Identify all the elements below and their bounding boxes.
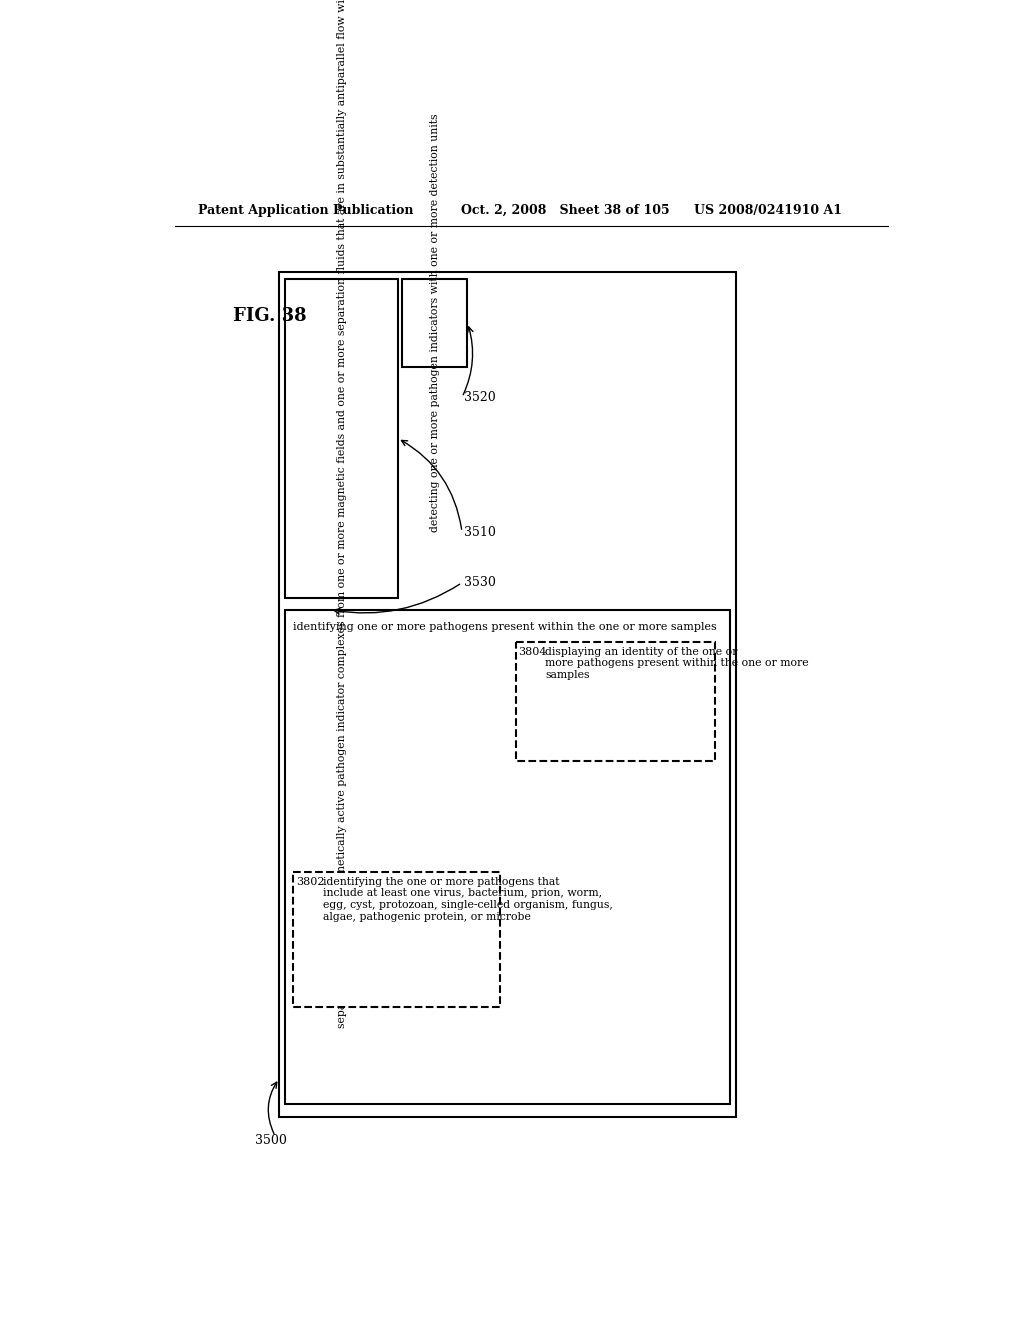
Bar — [515, 642, 715, 762]
Text: detecting one or more pathogen indicators with one or more detection units: detecting one or more pathogen indicator… — [429, 114, 439, 532]
Text: identifying the one or more pathogens that
include at least one virus, bacterium: identifying the one or more pathogens th… — [323, 876, 612, 921]
Text: separating one or more magnetically active pathogen indicator complexes from one: separating one or more magnetically acti… — [337, 0, 346, 1028]
Text: 3510: 3510 — [464, 525, 496, 539]
Text: 3520: 3520 — [464, 391, 496, 404]
Bar — [293, 873, 500, 1007]
Text: 3802: 3802 — [296, 876, 325, 887]
Text: Patent Application Publication: Patent Application Publication — [198, 205, 414, 218]
Bar — [280, 272, 736, 1117]
Text: US 2008/0241910 A1: US 2008/0241910 A1 — [693, 205, 842, 218]
Text: Oct. 2, 2008   Sheet 38 of 105: Oct. 2, 2008 Sheet 38 of 105 — [461, 205, 670, 218]
Text: displaying an identity of the one or
more pathogens present within the one or mo: displaying an identity of the one or mor… — [545, 647, 809, 680]
Text: 3530: 3530 — [464, 576, 496, 589]
Text: 3500: 3500 — [255, 1134, 288, 1147]
Bar — [401, 279, 467, 367]
Text: 3804: 3804 — [518, 647, 547, 656]
Bar — [286, 610, 730, 1104]
Bar — [286, 279, 397, 598]
Text: FIG. 38: FIG. 38 — [233, 308, 306, 325]
Text: identifying one or more pathogens present within the one or more samples: identifying one or more pathogens presen… — [293, 622, 717, 631]
